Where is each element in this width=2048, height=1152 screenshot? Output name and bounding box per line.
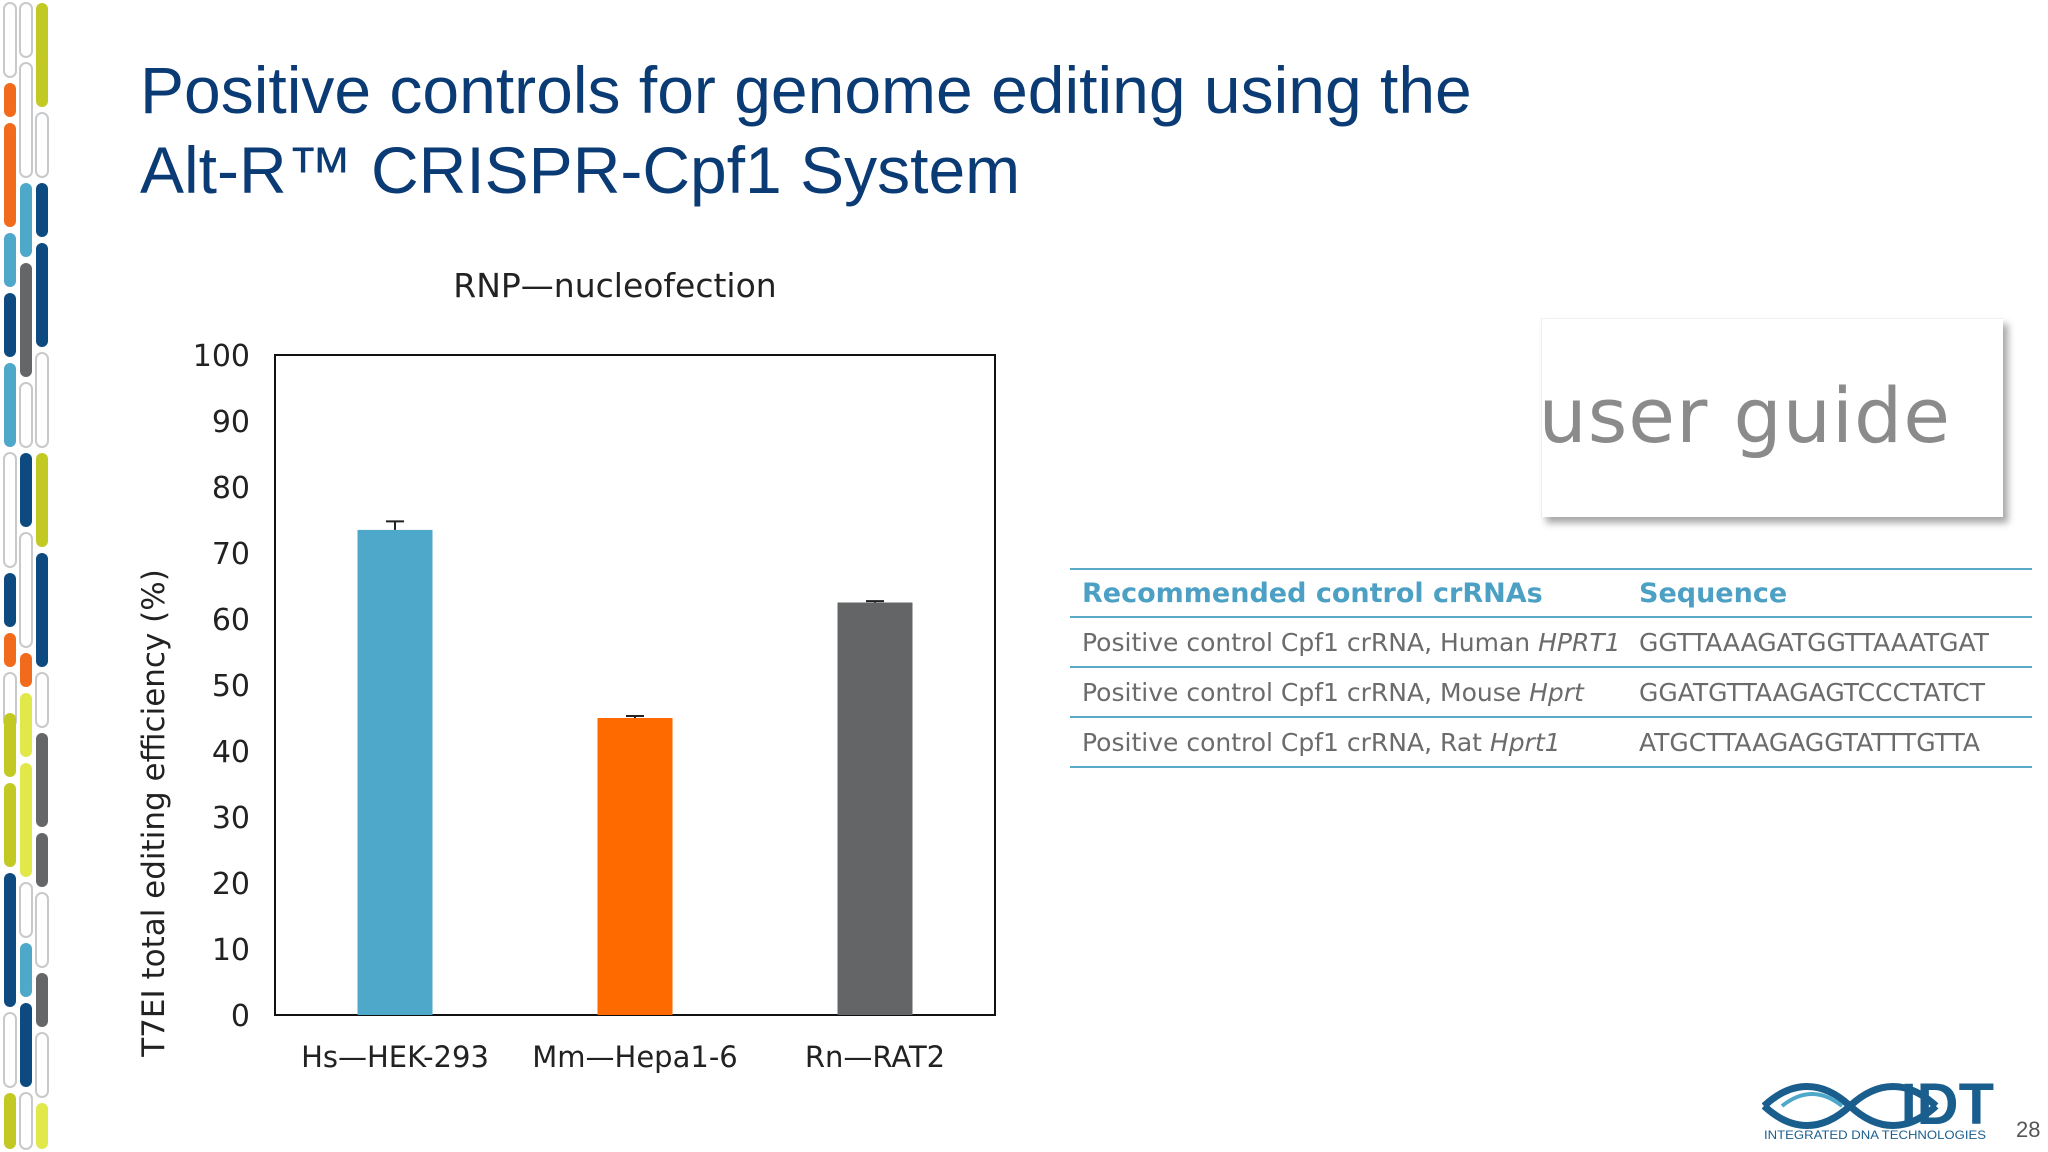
decorative-pill <box>4 123 16 227</box>
table-row: Positive control Cpf1 crRNA, Mouse Hprt … <box>1070 667 2032 718</box>
x-category-label: Mm—Hepa1-6 <box>532 1040 737 1074</box>
y-tick-label: 40 <box>212 735 250 770</box>
decorative-pill <box>4 83 16 117</box>
decorative-pill <box>36 1103 48 1149</box>
decorative-pill <box>4 233 16 287</box>
y-tick-label: 0 <box>231 999 250 1034</box>
crrna-name-cell: Positive control Cpf1 crRNA, Human HPRT1 <box>1070 617 1627 668</box>
y-tick-label: 10 <box>212 933 250 968</box>
decorative-pill <box>20 763 32 877</box>
decorative-pill <box>20 693 32 757</box>
table-header-row: Recommended control crRNAs Sequence <box>1070 568 2032 618</box>
decorative-pill <box>19 532 33 648</box>
y-tick-label: 70 <box>212 537 250 572</box>
decorative-pill <box>3 452 17 568</box>
decorative-pill <box>36 243 48 347</box>
decorative-pill <box>19 1092 33 1150</box>
dna-helix-icon <box>1762 1083 1939 1129</box>
decorative-pill <box>4 363 16 447</box>
y-tick-label: 60 <box>212 603 250 638</box>
decorative-pill <box>4 1093 16 1149</box>
decorative-pill <box>19 882 33 938</box>
dna-helix-accent <box>1780 1092 1844 1108</box>
y-tick-label: 80 <box>212 471 250 506</box>
crrna-name-cell: Positive control Cpf1 crRNA, Mouse Hprt <box>1070 667 1627 718</box>
column-header-sequence: Sequence <box>1627 568 2032 618</box>
idt-logo: IDT INTEGRATED DNA TECHNOLOGIES <box>1762 1076 1994 1142</box>
slide-title-line2: Alt-R™ CRISPR-Cpf1 System <box>140 133 1021 207</box>
gene-name: HPRT1 <box>1538 627 1621 657</box>
crrna-table: Recommended control crRNAs Sequence Posi… <box>1070 568 2048 768</box>
y-axis-label: T7EI total editing efficiency (%) <box>136 569 172 1058</box>
crrna-name: Positive control Cpf1 crRNA, Human <box>1082 627 1539 657</box>
decorative-pill <box>20 943 32 997</box>
y-tick-label: 100 <box>193 339 250 374</box>
decorative-pill <box>20 1003 32 1087</box>
decorative-pill <box>4 713 16 777</box>
y-tick-label: 50 <box>212 669 250 704</box>
decorative-pill <box>36 733 48 827</box>
user-guide-card: user guide <box>1538 318 2003 517</box>
decorative-pill <box>36 553 48 667</box>
decorative-pill <box>19 2 33 58</box>
decorative-pill-strip <box>3 2 49 1150</box>
gene-name: Hprt1 <box>1489 727 1561 757</box>
decorative-pill <box>35 112 49 178</box>
decorative-pill <box>20 453 32 527</box>
idt-logo-tagline: INTEGRATED DNA TECHNOLOGIES <box>1764 1128 1986 1142</box>
decorative-pill <box>3 2 17 78</box>
user-guide-text: user guide <box>1538 371 1951 460</box>
sequence-cell: ATGCTTAAGAGGTATTTGTTA <box>1627 717 2032 768</box>
decorative-pill <box>36 833 48 887</box>
chart-marks: 0 10 20 30 40 50 60 70 80 90 100 Hs—HEK-293 Mm—Hepa1… <box>193 339 945 1074</box>
column-header-crrna: Recommended control crRNAs <box>1070 568 1627 618</box>
slide-title-line1: Positive controls for genome editing usi… <box>140 53 1472 127</box>
sequence-cell: GGATGTTAAGAGTCCCTATCT <box>1627 667 2032 718</box>
slide-title: Positive controls for genome editing usi… <box>140 50 1472 210</box>
bar <box>837 602 913 1015</box>
table-row: Positive control Cpf1 crRNA, Human HPRT1… <box>1070 617 2032 668</box>
decorative-pill <box>4 633 16 667</box>
decorative-pill <box>4 573 16 627</box>
chart-title: RNP—nucleofection <box>453 266 776 305</box>
error-bar <box>386 520 404 530</box>
crrna-name-cell: Positive control Cpf1 crRNA, Rat Hprt1 <box>1070 717 1627 768</box>
crrna-name: Positive control Cpf1 crRNA, Rat <box>1082 727 1490 757</box>
sequence-cell: GGTTAAAGATGGTTAAATGAT <box>1627 617 2032 668</box>
decorative-pill <box>36 3 48 107</box>
bar <box>357 529 433 1015</box>
table-row: Positive control Cpf1 crRNA, Rat Hprt1 A… <box>1070 717 2032 768</box>
error-bar <box>626 715 644 718</box>
decorative-pill <box>20 653 32 687</box>
x-category-label: Rn—RAT2 <box>805 1040 945 1074</box>
gene-name: Hprt <box>1529 677 1584 707</box>
bar <box>597 718 673 1015</box>
decorative-pill <box>36 973 48 1027</box>
idt-logo-text: IDT <box>1901 1076 1994 1137</box>
decorative-pill <box>19 382 33 448</box>
decorative-pill <box>4 783 16 867</box>
decorative-pill <box>4 293 16 357</box>
bar-chart: RNP—nucleofection T7EI total editing eff… <box>136 266 996 1074</box>
crrna-name: Positive control Cpf1 crRNA, Mouse <box>1082 677 1530 707</box>
decorative-pill <box>35 672 49 728</box>
y-tick-label: 20 <box>212 867 250 902</box>
x-category-label: Hs—HEK-293 <box>301 1040 489 1074</box>
page-number: 28 <box>2016 1117 2041 1142</box>
decorative-pill <box>20 263 32 377</box>
decorative-pill <box>36 453 48 547</box>
y-tick-label: 90 <box>212 405 250 440</box>
decorative-pill <box>36 183 48 237</box>
y-tick-label: 30 <box>212 801 250 836</box>
decorative-pill <box>35 1032 49 1098</box>
decorative-pill <box>35 892 49 968</box>
decorative-pill <box>4 873 16 1007</box>
decorative-pill <box>19 62 33 178</box>
decorative-pill <box>20 183 32 257</box>
decorative-pill <box>3 1012 17 1088</box>
error-bar <box>866 600 884 603</box>
decorative-pill <box>35 352 49 448</box>
